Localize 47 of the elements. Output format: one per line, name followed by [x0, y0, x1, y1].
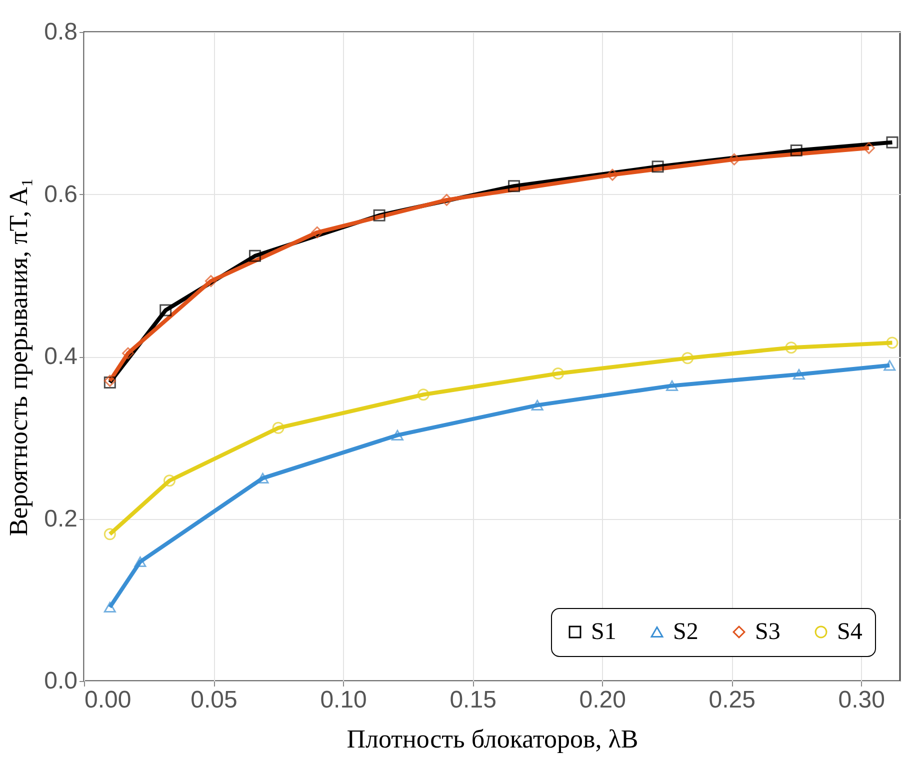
x-axis-title: Плотность блокаторов, λB: [346, 724, 638, 754]
y-tick-label: 0.4: [44, 343, 78, 370]
point: [884, 360, 896, 371]
point: [552, 368, 564, 380]
point: [666, 380, 678, 391]
point: [606, 168, 618, 181]
point: [440, 194, 453, 206]
legend-label: S1: [591, 619, 616, 645]
point: [122, 347, 134, 360]
point: [391, 430, 404, 440]
point: [792, 369, 805, 380]
y-tick-label: 0.0: [44, 668, 78, 694]
point: [134, 556, 146, 568]
point: [531, 400, 544, 410]
x-tick-label: 0.05: [190, 686, 238, 714]
y-axis-title: Вероятность прерывания, πT, A₁: [4, 178, 34, 536]
point: [104, 528, 116, 540]
point: [886, 336, 898, 349]
point: [886, 136, 898, 148]
point: [652, 160, 664, 173]
y-tick-label: 0.2: [44, 505, 78, 532]
point: [728, 153, 740, 166]
point: [204, 275, 217, 288]
point: [248, 250, 261, 262]
point: [682, 352, 694, 364]
y-tick-label: 0.6: [44, 180, 78, 208]
point: [373, 209, 386, 222]
x-tick-label: 0.30: [838, 686, 885, 714]
point: [104, 602, 116, 612]
point: [862, 142, 875, 154]
legend-label: S2: [673, 619, 698, 645]
point: [272, 422, 284, 434]
x-tick-label: 0.00: [84, 686, 132, 714]
x-tick-label: 0.15: [450, 686, 496, 714]
y-tick-label: 0.8: [44, 18, 78, 46]
legend-label: S4: [837, 619, 862, 645]
point: [785, 342, 798, 354]
point: [163, 474, 176, 487]
x-tick-label: 0.25: [708, 686, 756, 714]
point: [790, 144, 802, 156]
point: [311, 226, 324, 238]
point: [417, 388, 430, 401]
x-tick-label: 0.20: [579, 686, 626, 714]
legend-label: S3: [755, 619, 780, 645]
x-tick-label: 0.10: [320, 686, 367, 714]
point: [160, 304, 172, 316]
point: [508, 180, 520, 192]
